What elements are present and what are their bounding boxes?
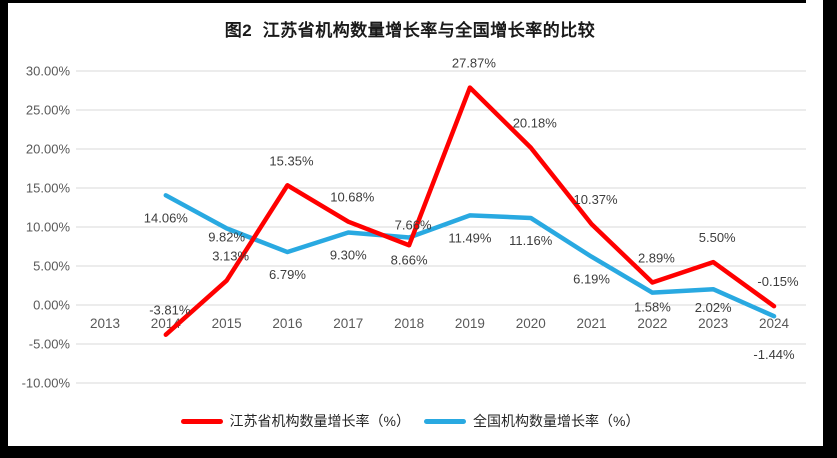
screenshot-border-top <box>0 0 806 3</box>
data-label: 10.68% <box>330 190 375 205</box>
data-label: 27.87% <box>452 56 497 71</box>
legend-item-national: 全国机构数量增长率（%） <box>424 411 639 431</box>
x-axis-tick: 2021 <box>577 316 607 331</box>
national-line-swatch-icon <box>424 418 466 424</box>
data-label: 11.16% <box>509 233 553 248</box>
data-label: 8.66% <box>391 252 428 267</box>
data-label: 3.13% <box>212 249 249 264</box>
y-axis-tick: 25.00% <box>26 103 71 118</box>
y-axis-tick: 0.00% <box>33 298 70 313</box>
data-label: 9.30% <box>330 247 367 262</box>
x-axis-tick: 2016 <box>272 316 302 331</box>
y-axis-tick: 15.00% <box>26 181 71 196</box>
x-axis-tick: 2024 <box>759 316 790 331</box>
data-label: 2.02% <box>695 300 732 315</box>
data-label: 20.18% <box>513 116 558 131</box>
data-label: 5.50% <box>699 230 736 245</box>
legend-item-jiangsu: 江苏省机构数量增长率（%） <box>180 411 410 431</box>
data-label: 6.79% <box>269 267 306 282</box>
data-label: 11.49% <box>448 230 492 245</box>
jiangsu-series-line <box>163 85 777 337</box>
data-label: 14.06% <box>144 210 189 225</box>
y-axis-tick: 20.00% <box>26 142 71 157</box>
y-axis-tick: 10.00% <box>26 220 71 235</box>
legend-label-jiangsu: 江苏省机构数量增长率（%） <box>229 413 410 429</box>
x-axis-tick: 2019 <box>455 316 485 331</box>
chart-title: 图2 江苏省机构数量增长率与全国增长率的比较 <box>224 21 596 40</box>
screenshot-border-right <box>823 0 837 458</box>
jiangsu-line-swatch-icon <box>180 418 223 424</box>
x-axis-tick: 2020 <box>516 316 546 331</box>
data-label: -1.44% <box>753 347 795 362</box>
data-label: 9.82% <box>208 229 245 244</box>
y-axis-tick: 30.00% <box>26 64 71 79</box>
data-label: 2.89% <box>638 250 675 265</box>
screenshot-border-left <box>0 0 8 446</box>
x-axis-tick: 2013 <box>90 316 120 331</box>
x-axis-tick: 2017 <box>333 316 363 331</box>
data-label: 10.37% <box>574 192 619 207</box>
data-label: -3.81% <box>149 303 191 318</box>
y-axis-tick: -5.00% <box>29 337 71 352</box>
x-axis-tick: 2022 <box>637 316 667 331</box>
data-label: 1.58% <box>634 300 671 315</box>
chart-canvas: 30.00% 25.00% 20.00% 15.00% 10.00% 5.00% 0.00%… <box>22 56 806 391</box>
x-axis-tick: 2023 <box>698 316 728 331</box>
screenshot-border-bottom <box>0 446 837 458</box>
data-label: 15.35% <box>269 153 314 168</box>
y-axis-tick: -10.00% <box>22 376 71 391</box>
legend-label-national: 全国机构数量增长率（%） <box>473 413 640 429</box>
data-label: 7.66% <box>395 217 432 232</box>
national-series-line <box>163 193 777 319</box>
chart-legend: 江苏省机构数量增长率（%） 全国机构数量增长率（%） <box>0 409 820 433</box>
data-label: 6.19% <box>573 272 610 287</box>
data-label: -0.15% <box>757 274 799 289</box>
x-axis-tick: 2018 <box>394 316 424 331</box>
x-axis-tick: 2015 <box>212 316 242 331</box>
y-axis-tick: 5.00% <box>33 259 70 274</box>
